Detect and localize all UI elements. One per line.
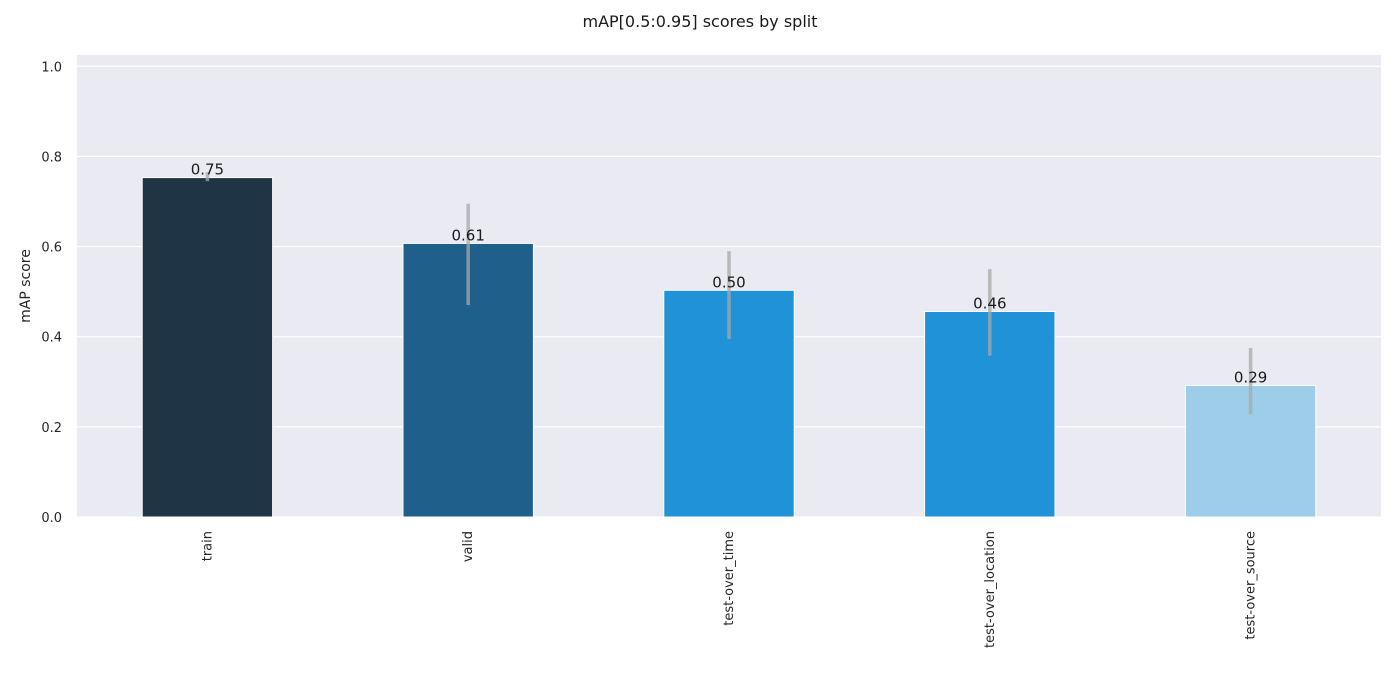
y-tick-label: 0.6 — [41, 241, 62, 256]
bar-train — [141, 177, 274, 518]
data-labels: 0.75 0.61 0.50 0.46 0.29 — [191, 161, 1268, 387]
chart-title: mAP[0.5:0.95] scores by split — [583, 12, 818, 31]
y-tick-label: 0.8 — [41, 150, 62, 165]
data-label-test-over_location: 0.46 — [973, 294, 1006, 312]
x-tick-label: test-over_source — [1244, 531, 1259, 640]
data-label-train: 0.75 — [191, 161, 224, 179]
y-tick-label: 0.0 — [41, 511, 62, 526]
data-label-valid: 0.61 — [451, 226, 484, 244]
x-tick-label: test-over_time — [722, 531, 737, 626]
y-axis-ticks: 0.0 0.2 0.4 0.6 0.8 1.0 — [41, 60, 62, 526]
y-tick-label: 1.0 — [41, 60, 62, 75]
x-axis-ticks: train valid test-over_time test-over_locati… — [200, 531, 1258, 648]
data-label-test-over_source: 0.29 — [1234, 368, 1267, 386]
x-tick-label: train — [200, 531, 215, 561]
y-axis-label: mAP score — [18, 249, 34, 323]
y-tick-label: 0.2 — [41, 421, 62, 436]
error-bars — [205, 172, 1253, 415]
x-tick-label: valid — [461, 531, 476, 562]
data-label-test-over_time: 0.50 — [712, 273, 745, 291]
x-tick-label: test-over_location — [983, 531, 998, 648]
bars — [141, 177, 1317, 518]
y-tick-label: 0.4 — [41, 331, 62, 346]
